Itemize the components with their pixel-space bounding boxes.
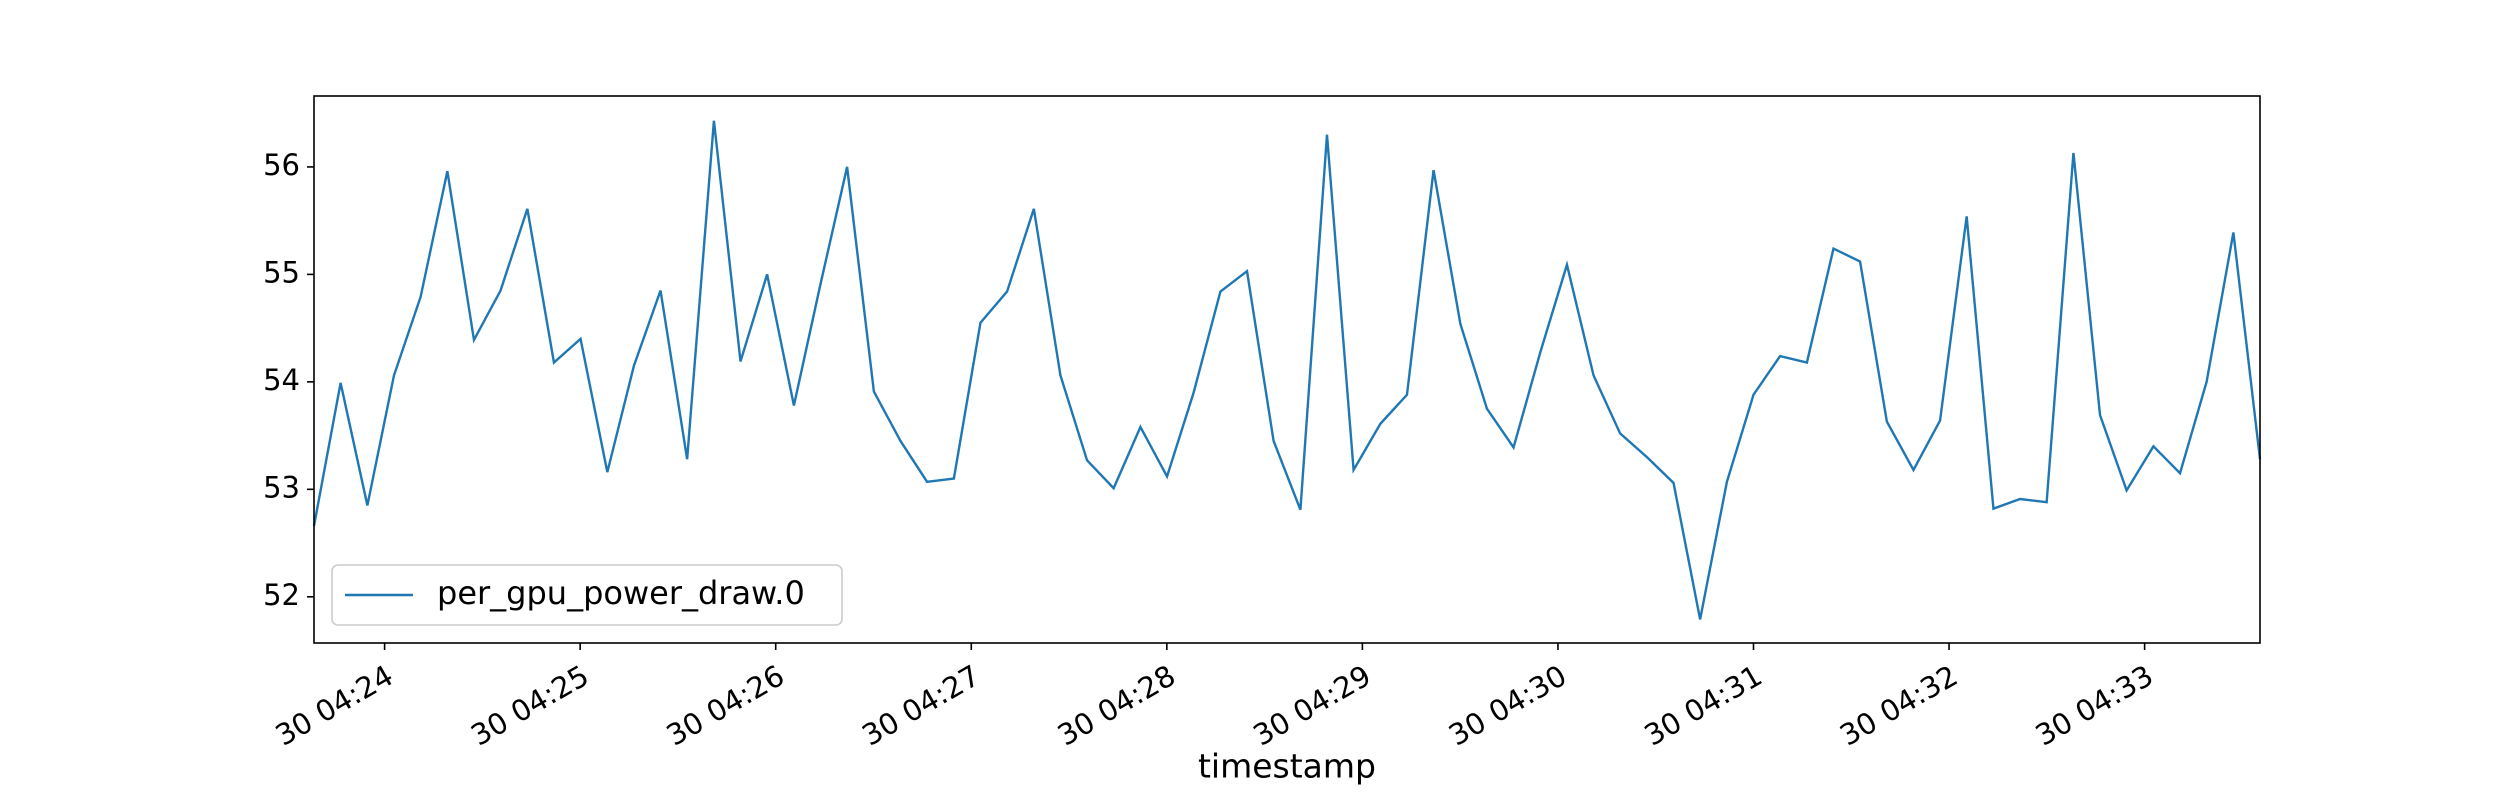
plot-frame xyxy=(313,95,2261,644)
x-tick-label: 30 04:26 xyxy=(661,658,790,752)
x-tick-label: 30 04:25 xyxy=(465,658,594,752)
x-tick-label: 30 04:29 xyxy=(1247,658,1376,752)
x-tick-label: 30 04:27 xyxy=(856,658,985,752)
data-line xyxy=(312,120,2262,620)
y-tick-label: 56 xyxy=(263,148,300,182)
y-tick-label: 55 xyxy=(263,255,300,289)
legend-box xyxy=(331,564,843,626)
x-tick-label: 30 04:31 xyxy=(1638,658,1767,752)
x-tick-label: 30 04:28 xyxy=(1052,658,1181,752)
x-tick-label: 30 04:24 xyxy=(270,658,399,752)
y-tick-label: 53 xyxy=(263,470,300,504)
x-tick-label: 30 04:32 xyxy=(1834,658,1963,752)
x-tick-label: 30 04:30 xyxy=(1443,658,1572,752)
y-tick-label: 52 xyxy=(263,578,300,612)
legend-label: per_gpu_power_draw.0 xyxy=(437,574,805,612)
y-tick-label: 54 xyxy=(263,363,300,397)
x-tick-label: 30 04:33 xyxy=(2030,658,2159,752)
x-axis-label: timestamp xyxy=(1198,747,1376,786)
